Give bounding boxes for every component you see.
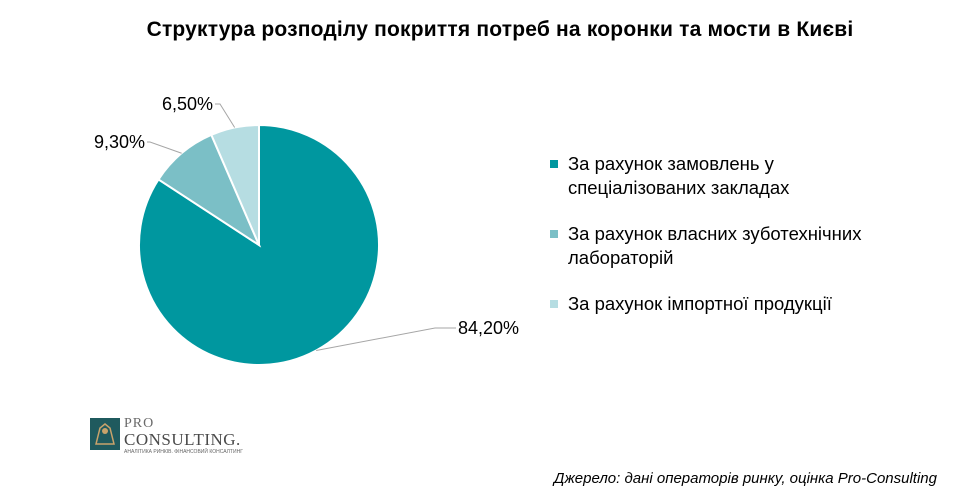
logo-consulting-text: CONSULTING.: [124, 430, 241, 449]
logo-emblem-icon: [90, 418, 120, 450]
pie-leader-lines: [147, 103, 456, 352]
legend-item-own-labs: За рахунок власних зуботехнічних лаборат…: [550, 222, 910, 270]
logo-tagline: АНАЛІТИКА РИНКІВ. ФІНАНСОВИЙ КОНСАЛТИНГ: [124, 449, 243, 455]
legend-label-orders-line2: спеціалізованих закладах: [568, 177, 790, 198]
legend-label-own-labs-line1: За рахунок власних зуботехнічних: [568, 223, 862, 244]
source-note: Джерело: дані операторів ринку, оцінка P…: [553, 470, 937, 487]
pie-data-label-orders: 84,20%: [458, 318, 519, 338]
legend-swatch-import: [550, 300, 558, 308]
legend-label-own-labs-line2: лабораторій: [568, 247, 674, 268]
legend-label-import-line1: За рахунок імпортної продукції: [568, 293, 832, 314]
pie-leader-line-orders: [316, 327, 456, 352]
legend-label-orders-line1: За рахунок замовлень у: [568, 153, 774, 174]
chart-title: Структура розподілу покриття потреб на к…: [146, 18, 854, 41]
pie-data-label-import: 6,50%: [162, 94, 213, 114]
pie-leader-line-import: [215, 103, 236, 128]
pie-data-label-own-labs: 9,30%: [94, 132, 145, 152]
chart-legend: За рахунок замовлень у спеціалізованих з…: [550, 152, 910, 316]
pie-data-labels: 84,20% 9,30% 6,50%: [94, 94, 519, 338]
pro-consulting-logo: PRO CONSULTING. АНАЛІТИКА РИНКІВ. ФІНАНС…: [90, 416, 250, 456]
legend-item-orders: За рахунок замовлень у спеціалізованих з…: [550, 152, 910, 200]
legend-swatch-orders: [550, 160, 558, 168]
pie-slices: [138, 123, 380, 366]
legend-item-import: За рахунок імпортної продукції: [550, 292, 910, 316]
legend-swatch-own-labs: [550, 230, 558, 238]
logo-pro-text: PRO: [124, 416, 155, 431]
pie-leader-line-own-labs: [147, 141, 182, 154]
